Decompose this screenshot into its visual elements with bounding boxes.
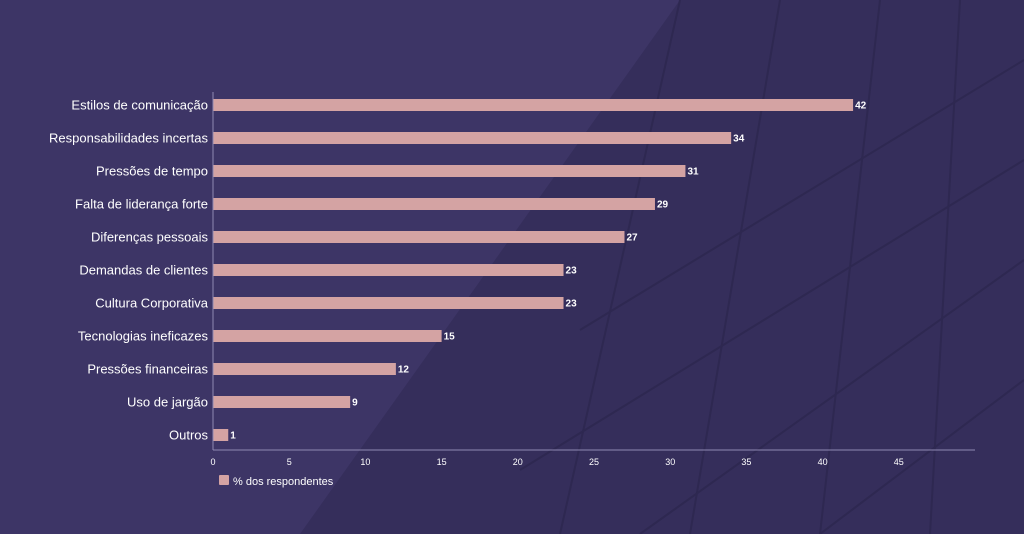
bar — [213, 429, 229, 441]
bar — [213, 99, 854, 111]
category-label: Pressões financeiras — [87, 362, 208, 377]
data-label: 15 — [444, 332, 456, 343]
category-label: Uso de jargão — [127, 395, 208, 410]
data-label: 1 — [230, 431, 236, 442]
data-label: 12 — [398, 365, 410, 376]
data-label: 23 — [566, 266, 578, 277]
category-labels: Estilos de comunicação Responsabilidades … — [49, 98, 209, 443]
x-tick-label: 40 — [818, 457, 828, 467]
bar — [213, 132, 732, 144]
category-label: Outros — [169, 428, 209, 443]
x-tick-label: 35 — [741, 457, 751, 467]
x-axis: 0 5 10 15 20 25 30 35 40 45 — [210, 92, 975, 467]
legend-label: % dos respondentes — [233, 476, 334, 488]
category-label: Tecnologias ineficazes — [78, 329, 209, 344]
legend-swatch — [219, 475, 229, 485]
value-labels: 42 34 31 29 27 23 23 15 12 9 1 — [230, 101, 866, 442]
x-tick-label: 25 — [589, 457, 599, 467]
bar — [213, 297, 564, 309]
category-label: Diferenças pessoais — [91, 230, 209, 245]
category-label: Falta de liderança forte — [75, 197, 208, 212]
data-label: 23 — [566, 299, 578, 310]
building-shape — [300, 0, 1024, 534]
x-tick-label: 5 — [287, 457, 292, 467]
x-tick-label: 20 — [513, 457, 523, 467]
legend: % dos respondentes — [219, 475, 334, 488]
x-tick-label: 0 — [210, 457, 215, 467]
bar — [213, 264, 564, 276]
bar — [213, 165, 686, 177]
bar — [213, 231, 625, 243]
category-label: Pressões de tempo — [96, 164, 208, 179]
category-label: Cultura Corporativa — [95, 296, 208, 311]
category-label: Demandas de clientes — [79, 263, 208, 278]
category-label: Estilos de comunicação — [71, 98, 208, 113]
x-tick-label: 10 — [360, 457, 370, 467]
category-label: Responsabilidades incertas — [49, 131, 208, 146]
bars-layer — [213, 99, 854, 441]
x-tick-label: 15 — [437, 457, 447, 467]
bar — [213, 330, 442, 342]
bar — [213, 396, 351, 408]
data-label: 42 — [855, 101, 867, 112]
data-label: 31 — [687, 167, 699, 178]
building-grid-lines — [519, 0, 1024, 534]
data-label: 29 — [657, 200, 669, 211]
x-tick-label: 30 — [665, 457, 675, 467]
data-label: 9 — [352, 398, 358, 409]
data-label: 27 — [626, 233, 638, 244]
x-tick-label: 45 — [894, 457, 904, 467]
data-label: 34 — [733, 134, 745, 145]
bar — [213, 198, 655, 210]
bar — [213, 363, 396, 375]
